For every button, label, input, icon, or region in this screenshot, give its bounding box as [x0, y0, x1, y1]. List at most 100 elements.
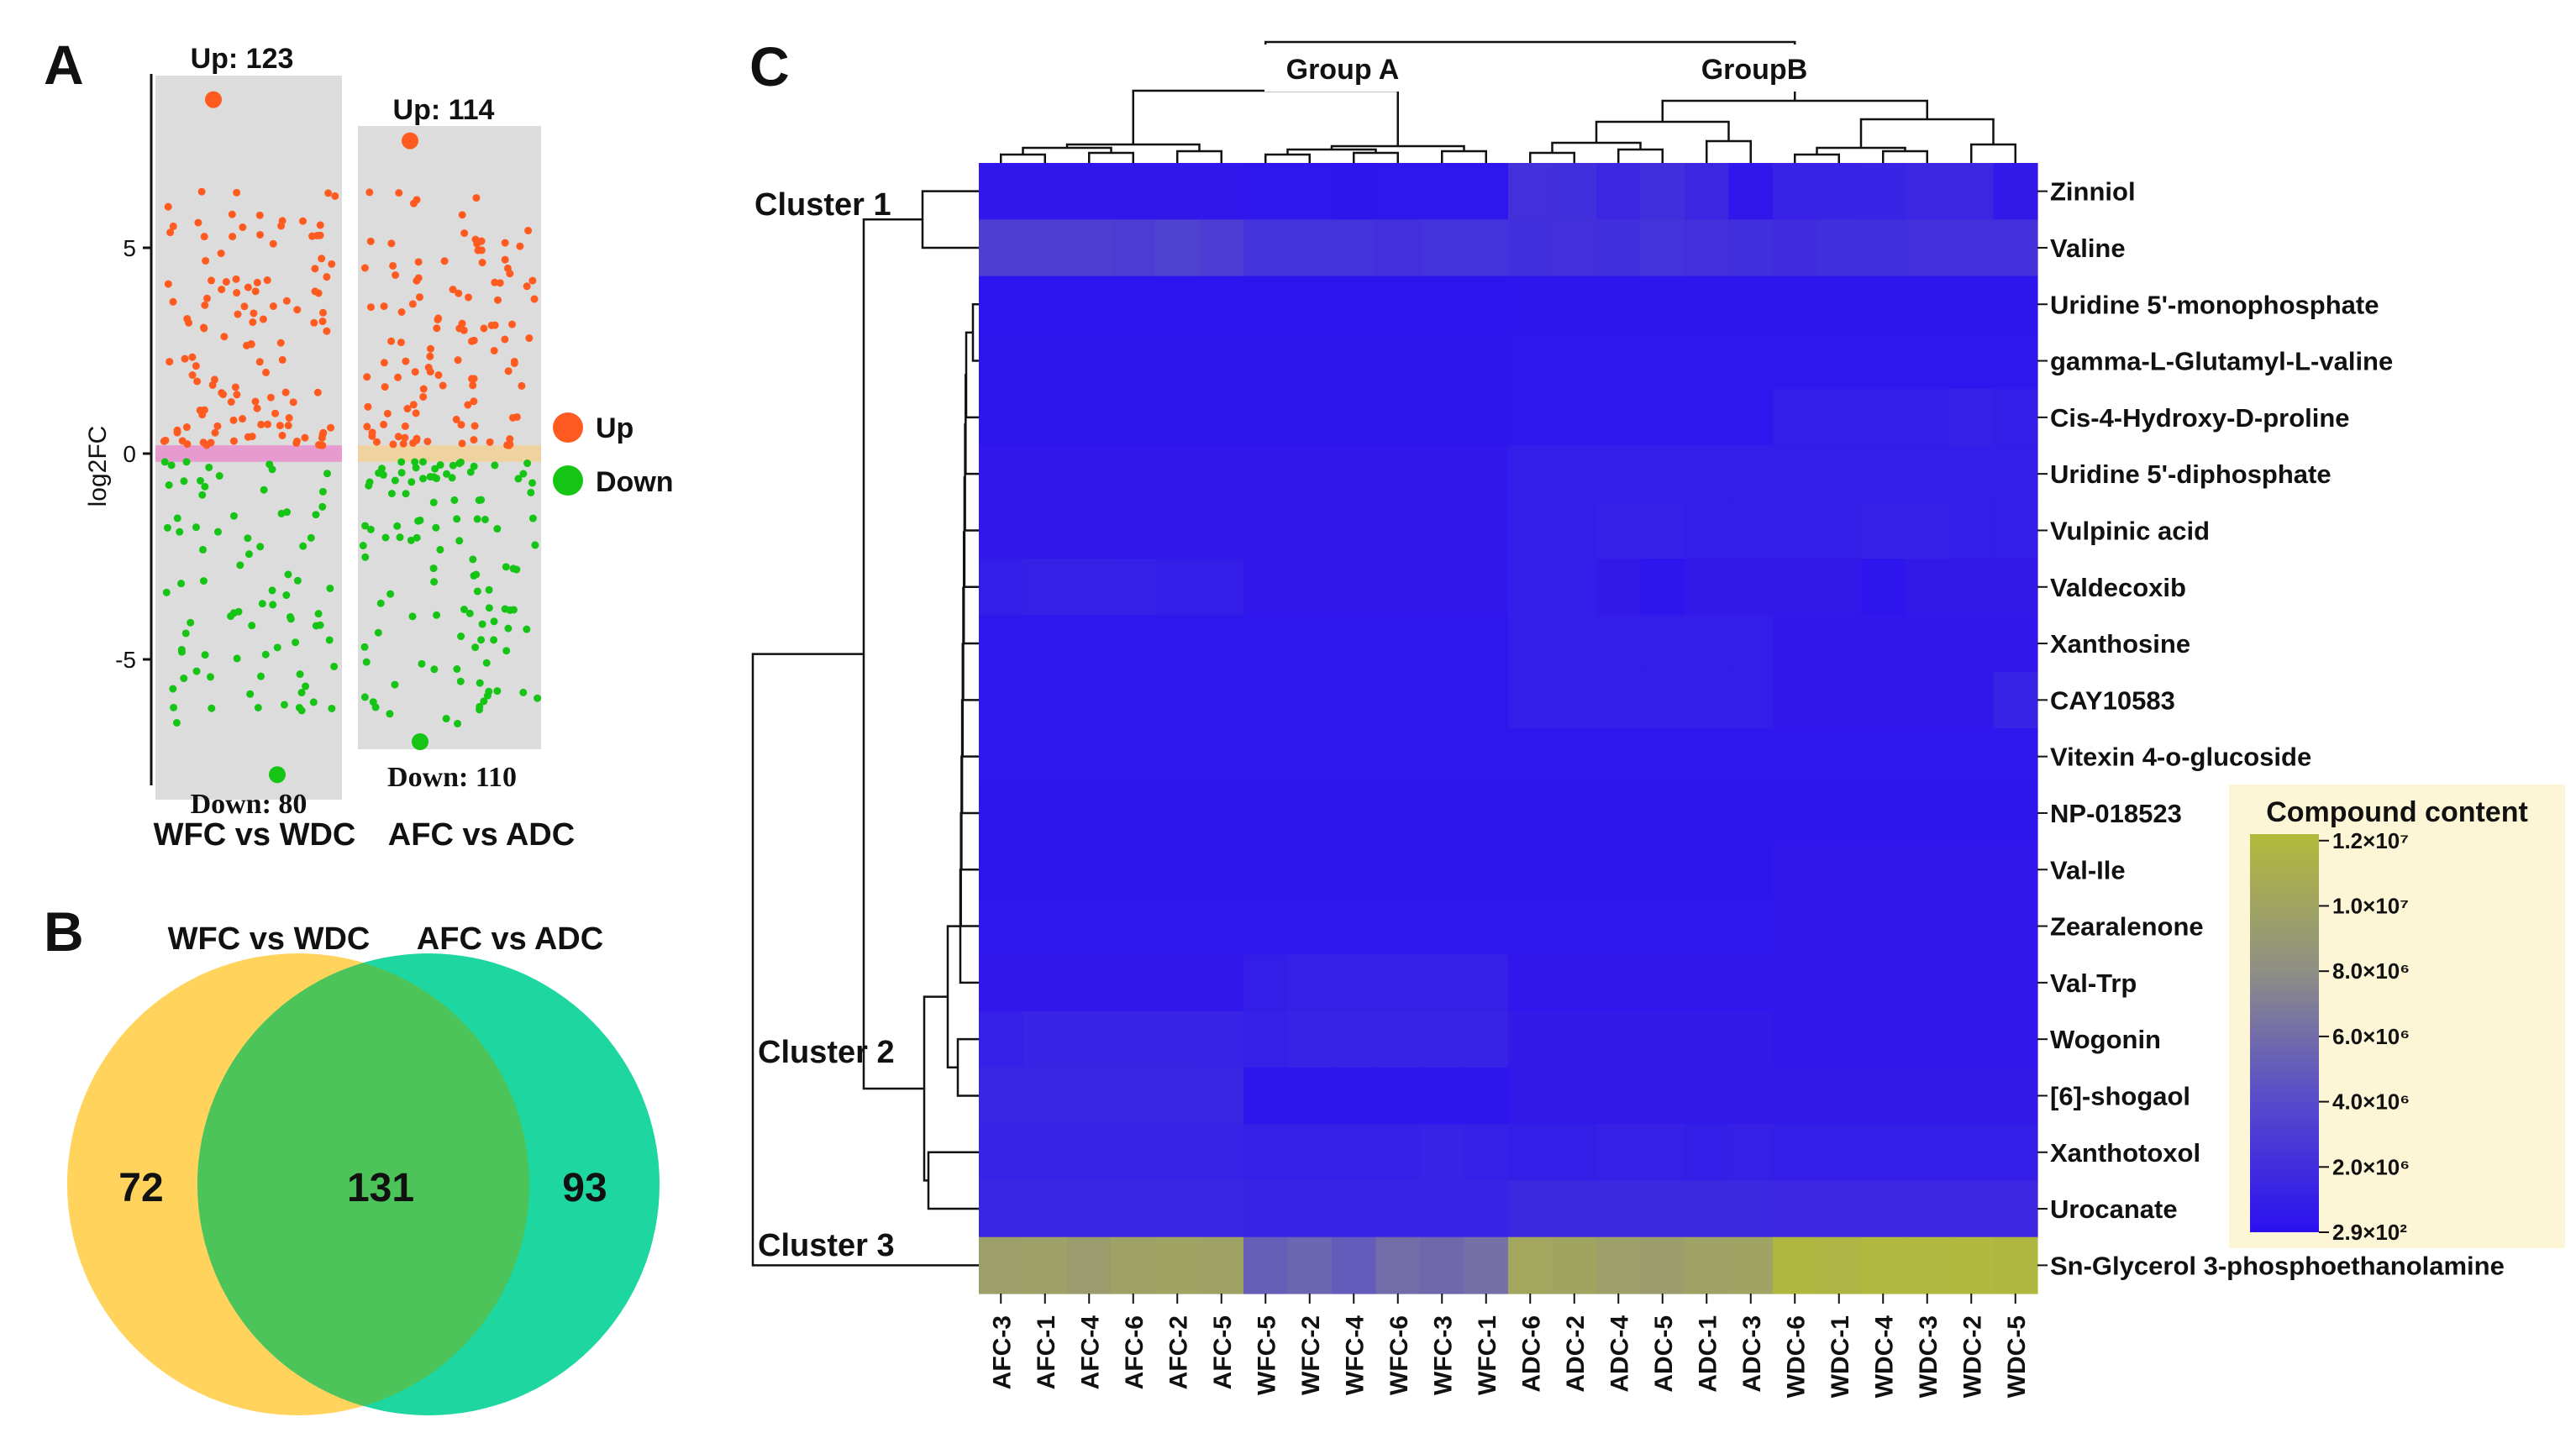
heatmap-cell [1993, 897, 2038, 955]
up-point [251, 287, 260, 296]
heatmap-cell [1552, 615, 1597, 673]
heatmap-cell [1067, 559, 1112, 616]
heatmap-cell [1728, 897, 1774, 955]
up-point [249, 318, 257, 327]
down-point [169, 685, 177, 693]
down-point [360, 693, 369, 701]
heatmap-cell [1861, 1236, 1906, 1294]
heatmap-cell [1640, 1236, 1685, 1294]
heatmap-cell [1773, 897, 1818, 955]
heatmap-cell [1023, 501, 1068, 559]
heatmap-cell [1111, 1067, 1156, 1125]
heatmap-cell [1685, 276, 1730, 333]
up-point [240, 302, 249, 311]
down-point [282, 591, 291, 600]
column-label: WDC-1 [1827, 1315, 1854, 1398]
up-point [222, 278, 230, 286]
heatmap-cell [1332, 163, 1377, 220]
up-point [524, 227, 533, 235]
heatmap-cell [1993, 785, 2038, 842]
up-point [232, 275, 240, 283]
group-label-wfc: WFC vs WDC [154, 817, 356, 853]
down-point [325, 636, 334, 644]
up-point [229, 437, 238, 445]
heatmap-cell [1023, 615, 1068, 673]
heatmap-cell [1023, 1236, 1068, 1294]
heatmap-cell [1728, 219, 1774, 277]
venn-right-only-count: 93 [562, 1166, 607, 1210]
heatmap-cell [1993, 559, 2038, 616]
heatmap-cell [1728, 785, 1774, 842]
heatmap-cell [1728, 615, 1774, 673]
down-point [491, 461, 499, 470]
heatmap-cell [1905, 501, 1950, 559]
heatmap-cell [1332, 332, 1377, 390]
heatmap-cell [1508, 785, 1553, 842]
up-point [220, 333, 229, 341]
heatmap-cell [1861, 1124, 1906, 1181]
heatmap-cell [979, 219, 1024, 277]
down-point [419, 475, 428, 483]
heatmap-cell [1552, 389, 1597, 447]
down-point [454, 719, 462, 727]
down-point [187, 618, 195, 627]
heatmap-cell [1905, 954, 1950, 1012]
column-label: AFC-2 [1164, 1315, 1192, 1389]
down-point [296, 670, 304, 679]
heatmap-cell [1287, 954, 1333, 1012]
up-point [233, 391, 241, 399]
down-point [286, 612, 294, 621]
up-point [409, 401, 418, 409]
up-point [528, 276, 537, 285]
colorbar-tick-label: 6.0×10⁶ [2332, 1024, 2410, 1049]
up-point [364, 402, 372, 411]
up-point [467, 337, 476, 345]
up-point [257, 420, 265, 428]
heatmap-cell [1552, 1236, 1597, 1294]
heatmap-cell [1067, 276, 1112, 333]
up-point [244, 433, 252, 441]
up-point [397, 339, 405, 347]
row-label: Wogonin [2050, 1025, 2161, 1054]
down-point [402, 490, 410, 498]
heatmap-cell [1993, 445, 2038, 503]
down-point [473, 515, 481, 523]
up-count-afc: Up: 114 [393, 94, 495, 126]
dendrogram-branch [963, 476, 979, 588]
heatmap-cell [1728, 1180, 1774, 1238]
heatmap-cell [1464, 671, 1509, 729]
heatmap-cell [1464, 1124, 1509, 1181]
down-point [386, 710, 394, 718]
up-point [161, 436, 170, 444]
up-point [397, 308, 406, 317]
heatmap-cell [1199, 728, 1244, 785]
heatmap-cell [979, 671, 1024, 729]
up-point [239, 415, 247, 423]
heatmap-cell [1111, 615, 1156, 673]
up-point [266, 393, 275, 402]
heatmap-cell [1508, 163, 1553, 220]
heatmap-cell [1773, 1067, 1818, 1125]
heatmap-cell [1685, 1236, 1730, 1294]
heatmap-cell [1596, 897, 1642, 955]
down-point [453, 515, 461, 523]
heatmap-cell [1685, 559, 1730, 616]
heatmap-cell [1728, 1236, 1774, 1294]
up-point [169, 297, 177, 306]
heatmap-cell [1332, 276, 1377, 333]
down-point [429, 473, 438, 481]
heatmap-cell [1111, 1124, 1156, 1181]
dendrogram-branch [1882, 150, 1928, 163]
heatmap-cell [1728, 1124, 1774, 1181]
up-point [292, 437, 301, 445]
heatmap-cell [1155, 332, 1201, 390]
down-point [177, 580, 186, 588]
heatmap-cell [1993, 1180, 2038, 1238]
heatmap-cell [1464, 615, 1509, 673]
row-label: Zinniol [2050, 177, 2136, 207]
max-up-point [402, 132, 418, 150]
up-point [501, 239, 509, 247]
heatmap-cell [1640, 276, 1685, 333]
heatmap-cell [1773, 785, 1818, 842]
heatmap-cell [1685, 1067, 1730, 1125]
